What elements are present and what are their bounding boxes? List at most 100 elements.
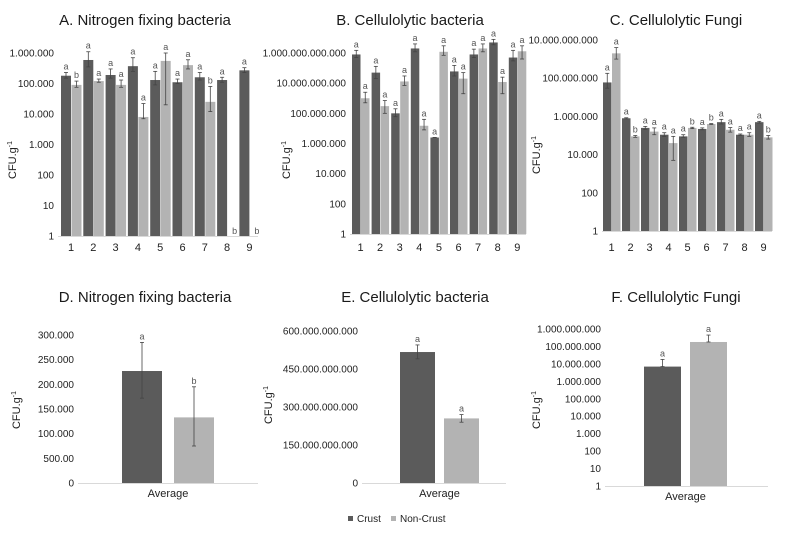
y-tick-label: 10.000.000.000 bbox=[276, 79, 346, 90]
significance-label: a bbox=[163, 42, 168, 52]
x-tick-label: 3 bbox=[397, 242, 403, 254]
y-tick-label: 500.00 bbox=[43, 454, 74, 465]
significance-label: a bbox=[432, 126, 437, 136]
bar-crust bbox=[644, 366, 681, 486]
x-tick-label: 8 bbox=[741, 242, 747, 254]
y-tick-label: 10.000 bbox=[23, 110, 54, 121]
bar-non-crust bbox=[690, 341, 727, 486]
bar-non-crust bbox=[650, 131, 659, 231]
bar-non-crust bbox=[71, 84, 82, 237]
x-tick-label: 9 bbox=[760, 242, 766, 254]
significance-label: a bbox=[452, 54, 457, 64]
x-tick-label: 9 bbox=[246, 242, 252, 254]
y-axis-label: CFU.g-1 bbox=[263, 386, 275, 424]
bar-crust bbox=[371, 72, 381, 234]
y-tick-label: 100.000.000 bbox=[290, 109, 346, 120]
x-tick-label: 2 bbox=[377, 242, 383, 254]
significance-label: a bbox=[197, 61, 202, 71]
bar-crust bbox=[679, 136, 688, 231]
chart-title: F. Cellulolytic Fungi bbox=[611, 289, 740, 306]
y-tick-label: 100.000 bbox=[38, 429, 75, 440]
y-tick-label: 1 bbox=[592, 227, 598, 238]
x-tick-label: 9 bbox=[514, 242, 520, 254]
significance-label: a bbox=[220, 66, 225, 76]
significance-label: a bbox=[520, 35, 525, 45]
bar-non-crust bbox=[183, 65, 193, 236]
x-tick-label: 7 bbox=[475, 242, 481, 254]
bar-crust bbox=[61, 75, 71, 236]
bar-crust bbox=[194, 77, 205, 236]
significance-label: a bbox=[242, 57, 247, 67]
bar-crust bbox=[172, 82, 183, 237]
bar-crust bbox=[217, 80, 228, 237]
significance-label: a bbox=[624, 107, 629, 117]
x-tick-label: Average bbox=[148, 488, 189, 500]
x-tick-label: Average bbox=[665, 491, 706, 503]
bar-non-crust bbox=[459, 78, 468, 234]
bar-crust bbox=[127, 66, 138, 236]
x-tick-label: 8 bbox=[495, 242, 501, 254]
significance-label: a bbox=[422, 108, 427, 118]
significance-label: a bbox=[471, 38, 476, 48]
significance-label: a bbox=[706, 324, 711, 334]
x-tick-label: 4 bbox=[416, 242, 422, 254]
significance-label: a bbox=[614, 37, 619, 47]
significance-label: a bbox=[747, 122, 752, 132]
y-axis-label: CFU.g-1 bbox=[281, 141, 293, 179]
chart-panel-c: C. Cellulolytic Fungi CFU.g-1 1 100 10.000 1.… bbox=[528, 12, 773, 254]
bar-non-crust bbox=[93, 81, 104, 237]
bar-non-crust bbox=[612, 53, 621, 231]
y-tick-label: 1 bbox=[595, 482, 601, 493]
significance-label: a bbox=[738, 123, 743, 133]
significance-label: a bbox=[153, 60, 158, 70]
x-tick-label: 1 bbox=[608, 242, 614, 254]
x-tick-label: 3 bbox=[113, 242, 119, 254]
significance-label: a bbox=[511, 39, 516, 49]
significance-label: a bbox=[96, 68, 101, 78]
bar-crust bbox=[469, 54, 479, 234]
x-tick-label: 6 bbox=[179, 242, 185, 254]
x-tick-label: 5 bbox=[684, 242, 690, 254]
significance-label: a bbox=[757, 110, 762, 120]
bar-non-crust bbox=[380, 106, 390, 234]
bar-non-crust bbox=[419, 125, 429, 234]
x-tick-label: 1 bbox=[357, 242, 363, 254]
bar-crust bbox=[83, 59, 94, 236]
x-tick-label: 1 bbox=[68, 242, 74, 254]
y-axis-label: CFU.g-1 bbox=[531, 136, 543, 174]
significance-label: a bbox=[660, 348, 665, 358]
y-axis-label: CFU.g-1 bbox=[7, 141, 19, 179]
legend: Crust Non-Crust bbox=[348, 514, 446, 525]
bar-non-crust bbox=[138, 116, 149, 236]
y-tick-label: 1.000.000.000.000 bbox=[263, 49, 347, 60]
significance-label: a bbox=[108, 58, 113, 68]
significance-label: a bbox=[700, 117, 705, 127]
bar-crust bbox=[755, 122, 764, 231]
bar-non-crust bbox=[517, 51, 527, 234]
bar-non-crust bbox=[444, 418, 479, 483]
bar-non-crust bbox=[745, 134, 754, 231]
significance-label: a bbox=[63, 61, 68, 71]
chart-title: A. Nitrogen fixing bacteria bbox=[59, 12, 231, 29]
y-tick-label: 150.000 bbox=[38, 405, 75, 416]
x-tick-label: Average bbox=[419, 488, 460, 500]
y-tick-label: 1.000 bbox=[576, 429, 601, 440]
significance-label: b bbox=[74, 70, 79, 80]
significance-label: b bbox=[191, 376, 196, 386]
significance-label: a bbox=[415, 334, 420, 344]
x-tick-label: 5 bbox=[157, 242, 163, 254]
x-tick-label: 5 bbox=[436, 242, 442, 254]
bar-non-crust bbox=[160, 60, 171, 236]
y-tick-label: 100.000.000 bbox=[545, 342, 601, 353]
significance-label: a bbox=[719, 108, 724, 118]
y-axis-label: CFU.g-1 bbox=[11, 391, 23, 429]
legend-label-crust: Crust bbox=[357, 514, 381, 525]
bar-non-crust bbox=[400, 81, 409, 234]
bar-non-crust bbox=[726, 129, 735, 231]
bar-non-crust bbox=[439, 51, 448, 235]
significance-label: a bbox=[130, 47, 135, 57]
significance-label: a bbox=[662, 122, 667, 132]
y-tick-label: 10.000.000.000 bbox=[528, 36, 598, 47]
y-tick-label: 100 bbox=[37, 171, 54, 182]
